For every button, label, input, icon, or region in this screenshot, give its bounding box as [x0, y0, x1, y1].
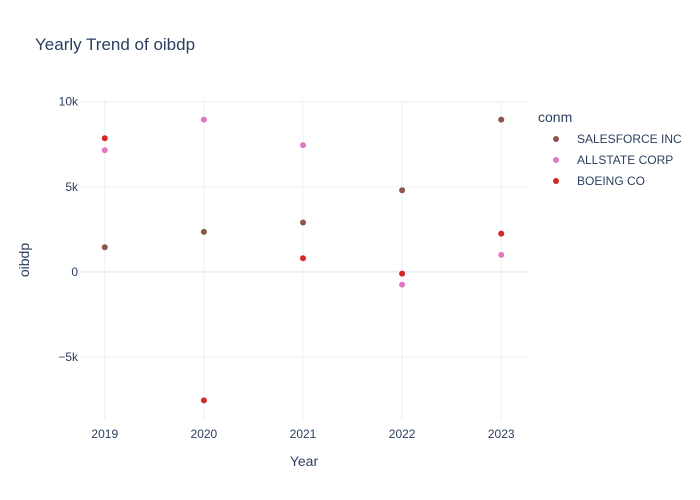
x-tick-label: 2022 [389, 427, 416, 441]
x-tick-label: 2019 [91, 427, 118, 441]
marker-allstate-corp-2022 [399, 281, 406, 288]
marker-salesforce-inc-2022 [399, 187, 406, 194]
legend-title: conm [538, 109, 572, 125]
legend-label: BOEING CO [577, 174, 645, 188]
y-axis-title: oibdp [16, 243, 32, 277]
x-tick-label: 2020 [191, 427, 218, 441]
legend-marker [553, 136, 559, 142]
x-tick-label: 2021 [290, 427, 317, 441]
y-tick-label: 10k [59, 95, 79, 109]
legend-label: ALLSTATE CORP [577, 153, 673, 167]
legend-marker [553, 178, 559, 184]
marker-allstate-corp-2021 [300, 142, 307, 149]
marker-salesforce-inc-2021 [300, 219, 307, 226]
markers [101, 116, 505, 404]
marker-salesforce-inc-2023 [498, 116, 505, 123]
y-tick-label: 0 [71, 265, 78, 279]
x-tick-label: 2023 [488, 427, 515, 441]
legend-marker [553, 157, 559, 163]
legend: conm SALESFORCE INC ALLSTATE CORP BOEING C… [538, 109, 682, 188]
ticks: 2019 2020 2021 2022 2023 −5k 0 5k 10k [58, 95, 515, 441]
marker-salesforce-inc-2019 [101, 244, 108, 251]
marker-salesforce-inc-2020 [200, 228, 207, 235]
marker-boeing-co-2021 [300, 255, 307, 262]
marker-boeing-co-2023 [498, 230, 505, 237]
marker-boeing-co-2020 [200, 397, 207, 404]
y-tick-label: 5k [65, 180, 79, 194]
marker-allstate-corp-2019 [101, 147, 108, 154]
legend-label: SALESFORCE INC [577, 132, 682, 146]
marker-boeing-co-2022 [399, 270, 406, 277]
y-tick-label: −5k [58, 350, 79, 364]
marker-boeing-co-2019 [101, 135, 108, 142]
chart-title: Yearly Trend of oibdp [35, 35, 195, 54]
marker-allstate-corp-2023 [498, 251, 505, 258]
x-axis-title: Year [290, 453, 319, 469]
marker-allstate-corp-2020 [200, 116, 207, 123]
